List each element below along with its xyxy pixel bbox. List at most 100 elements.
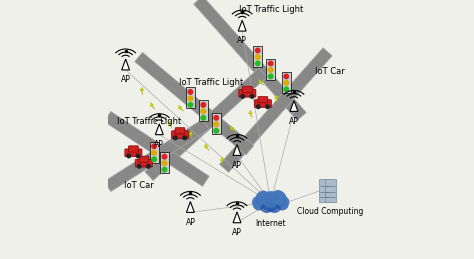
Circle shape xyxy=(137,164,141,168)
Circle shape xyxy=(152,157,156,162)
Polygon shape xyxy=(219,48,332,172)
Polygon shape xyxy=(233,145,241,155)
Circle shape xyxy=(271,191,285,204)
Polygon shape xyxy=(155,124,163,135)
Polygon shape xyxy=(150,103,155,109)
Circle shape xyxy=(183,136,186,140)
Circle shape xyxy=(284,87,289,92)
Circle shape xyxy=(266,105,269,109)
Circle shape xyxy=(268,74,273,79)
Text: AP: AP xyxy=(155,140,164,149)
Polygon shape xyxy=(104,111,209,186)
Circle shape xyxy=(255,55,260,59)
Circle shape xyxy=(253,197,263,207)
FancyBboxPatch shape xyxy=(319,179,329,202)
Circle shape xyxy=(188,90,192,94)
Text: Cloud Computing: Cloud Computing xyxy=(297,207,364,216)
FancyBboxPatch shape xyxy=(160,152,169,173)
Circle shape xyxy=(268,61,273,66)
Circle shape xyxy=(201,109,206,114)
Polygon shape xyxy=(140,87,144,95)
Circle shape xyxy=(260,199,273,212)
Circle shape xyxy=(278,197,289,207)
FancyBboxPatch shape xyxy=(258,97,268,103)
FancyBboxPatch shape xyxy=(253,46,262,67)
FancyBboxPatch shape xyxy=(255,100,272,107)
Polygon shape xyxy=(186,202,194,212)
Polygon shape xyxy=(290,100,298,111)
Circle shape xyxy=(162,161,167,166)
FancyBboxPatch shape xyxy=(325,179,336,202)
Circle shape xyxy=(277,198,288,210)
Text: AP: AP xyxy=(232,228,242,237)
FancyBboxPatch shape xyxy=(172,131,189,139)
Polygon shape xyxy=(193,0,306,121)
Circle shape xyxy=(271,192,286,207)
Circle shape xyxy=(162,154,167,159)
FancyBboxPatch shape xyxy=(199,100,208,121)
Circle shape xyxy=(214,128,219,133)
Polygon shape xyxy=(189,131,192,139)
Circle shape xyxy=(214,122,219,127)
Text: Internet: Internet xyxy=(255,219,286,228)
FancyBboxPatch shape xyxy=(139,156,149,162)
Polygon shape xyxy=(122,59,129,70)
Circle shape xyxy=(253,198,264,210)
Circle shape xyxy=(257,191,270,204)
Circle shape xyxy=(255,192,270,207)
Polygon shape xyxy=(248,110,252,118)
Polygon shape xyxy=(204,144,210,151)
Polygon shape xyxy=(104,119,209,192)
FancyBboxPatch shape xyxy=(242,86,252,92)
FancyBboxPatch shape xyxy=(135,159,152,167)
Circle shape xyxy=(146,164,150,168)
FancyBboxPatch shape xyxy=(125,149,142,157)
Polygon shape xyxy=(230,126,236,132)
Circle shape xyxy=(162,167,167,172)
Circle shape xyxy=(188,96,192,101)
Circle shape xyxy=(152,144,156,149)
Circle shape xyxy=(268,68,273,72)
Polygon shape xyxy=(179,105,184,111)
Circle shape xyxy=(263,192,278,207)
FancyBboxPatch shape xyxy=(128,146,138,152)
Circle shape xyxy=(255,48,260,53)
Circle shape xyxy=(255,61,260,66)
Text: AP: AP xyxy=(289,117,299,126)
Circle shape xyxy=(284,74,289,79)
Text: IoT Traffic Light: IoT Traffic Light xyxy=(179,78,243,87)
Polygon shape xyxy=(168,121,172,128)
Text: AP: AP xyxy=(237,36,247,45)
Polygon shape xyxy=(233,212,241,223)
FancyBboxPatch shape xyxy=(212,113,221,134)
FancyBboxPatch shape xyxy=(175,128,185,134)
FancyBboxPatch shape xyxy=(186,88,195,108)
FancyBboxPatch shape xyxy=(266,59,275,80)
Circle shape xyxy=(262,193,280,211)
Text: AP: AP xyxy=(185,218,195,227)
Circle shape xyxy=(284,81,289,85)
Circle shape xyxy=(214,116,219,120)
Polygon shape xyxy=(274,95,278,103)
Text: AP: AP xyxy=(232,161,242,170)
Polygon shape xyxy=(220,157,224,165)
Circle shape xyxy=(250,95,254,98)
Circle shape xyxy=(256,105,260,109)
Text: IoT Traffic Light: IoT Traffic Light xyxy=(238,5,303,14)
FancyBboxPatch shape xyxy=(150,142,159,163)
Text: IoT Car: IoT Car xyxy=(315,67,345,76)
Polygon shape xyxy=(259,80,264,85)
Circle shape xyxy=(188,103,192,107)
Circle shape xyxy=(127,154,130,158)
Circle shape xyxy=(268,199,281,212)
Circle shape xyxy=(241,95,245,98)
Circle shape xyxy=(201,103,206,107)
Text: IoT Car: IoT Car xyxy=(124,181,154,190)
Circle shape xyxy=(152,150,156,155)
Circle shape xyxy=(136,154,140,158)
Circle shape xyxy=(173,136,177,140)
FancyBboxPatch shape xyxy=(282,72,291,93)
Circle shape xyxy=(201,116,206,120)
Polygon shape xyxy=(135,52,254,155)
Polygon shape xyxy=(238,20,246,31)
